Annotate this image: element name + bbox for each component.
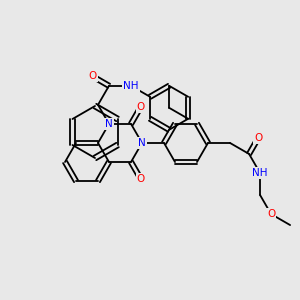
Text: NH: NH	[123, 81, 139, 91]
Text: N: N	[138, 138, 146, 148]
Text: NH: NH	[252, 168, 268, 178]
Text: O: O	[137, 174, 145, 184]
Text: O: O	[267, 209, 275, 219]
Text: O: O	[254, 133, 262, 143]
Text: O: O	[137, 102, 145, 112]
Text: N: N	[105, 119, 113, 129]
Text: O: O	[89, 71, 97, 81]
